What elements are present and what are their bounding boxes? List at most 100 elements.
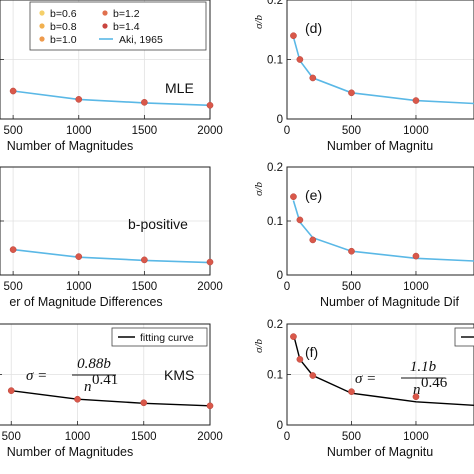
data-point — [140, 399, 148, 407]
x-tick-label: 500 — [2, 431, 21, 443]
formula-exponent: 0.46 — [421, 375, 448, 391]
data-point — [412, 393, 420, 401]
legend-clipped — [454, 327, 474, 347]
y-axis-label: σ/b — [253, 15, 265, 29]
formula-lhs: σ = — [355, 371, 376, 387]
method-label: MLE — [165, 80, 194, 96]
x-tick-label: 1500 — [132, 125, 158, 137]
legend-label: fitting curve — [140, 332, 194, 344]
legend-box — [29, 1, 207, 51]
data-point — [9, 246, 17, 253]
data-point — [290, 193, 297, 201]
formula: σ = 1.1b n 0.46 — [355, 359, 448, 398]
axes-frame — [0, 166, 211, 276]
y-axis-label: σ/b — [253, 339, 265, 353]
y-tick-label: 0 — [277, 420, 283, 432]
method-label: KMS — [164, 367, 194, 383]
x-tick-label: 500 — [342, 125, 361, 137]
legend-label: b=1.0 — [50, 34, 77, 46]
formula-numerator: 0.88b — [77, 356, 111, 372]
x-tick-label: 2000 — [197, 125, 223, 137]
panel-left-top: 500 1000 1500 2000 Number of Magnitudes MLE b=… — [0, 0, 223, 153]
x-tick-label: 500 — [4, 125, 23, 137]
x-tick-label: 1000 — [66, 281, 92, 293]
legend-marker — [39, 10, 45, 16]
x-tick-label: 0 — [284, 281, 290, 293]
axes-frame — [286, 0, 474, 120]
y-tick-label: 0 — [277, 270, 283, 282]
data-point — [75, 96, 83, 103]
panel-f: 0 500 1000 0 0.1 0.2 Number of Magnitu σ/b (f) σ … — [253, 319, 474, 459]
x-tick-label: 1000 — [403, 431, 429, 443]
x-tick-label: 1000 — [403, 125, 429, 137]
aki-curve — [13, 248, 211, 264]
panel-left-middle: 500 1000 1500 2000 er of Magnitude Differenc… — [0, 166, 223, 309]
legend-box — [111, 327, 208, 347]
legend-marker — [39, 36, 45, 42]
data-point — [296, 56, 304, 63]
x-tick-label: 1000 — [66, 125, 92, 137]
legend: fitting curve — [111, 327, 208, 347]
formula-exponent: 0.41 — [92, 372, 118, 388]
x-tick-label: 500 — [342, 281, 361, 293]
data-point — [74, 395, 81, 403]
formula-numerator: 1.1b — [410, 359, 437, 375]
data-point — [290, 32, 297, 40]
y-tick-label: 0.1 — [267, 55, 283, 67]
axes-frame — [286, 323, 474, 426]
data-point — [75, 253, 83, 260]
fitting-curve — [292, 333, 474, 406]
legend-marker — [102, 10, 108, 16]
data-point — [309, 372, 317, 379]
data-point — [141, 98, 148, 106]
x-axis-label: Number of Magnitu — [327, 139, 433, 153]
panel-left-bottom: 500 1000 1500 2000 Number of Magnitudes KMS σ … — [0, 323, 223, 459]
legend-marker — [39, 23, 45, 29]
axes-frame — [0, 0, 211, 120]
x-tick-label: 0 — [284, 125, 290, 137]
x-tick-label: 500 — [4, 281, 23, 293]
x-tick-label: 1000 — [403, 281, 429, 293]
legend-label: Aki, 1965 — [119, 34, 163, 46]
x-axis-label: Number of Magnitudes — [7, 139, 133, 153]
formula: σ = 0.88b n 0.41 — [26, 356, 118, 395]
x-tick-label: 1500 — [132, 281, 158, 293]
data-point — [206, 402, 214, 410]
x-tick-label: 1500 — [131, 431, 157, 443]
x-tick-label: 2000 — [197, 281, 223, 293]
aki-curve — [12, 90, 211, 107]
legend: b=0.6 b=1.2 b=0.8 b=1.4 b=1.0 Aki, 1965 — [29, 1, 207, 51]
panel-e: 0 500 1000 0 0.1 0.2 Number of Magnitude Dif σ/… — [253, 162, 474, 309]
panel-tag: (f) — [305, 344, 318, 360]
y-tick-label: 0.1 — [267, 370, 283, 382]
data-point — [348, 388, 355, 396]
data-point — [296, 216, 304, 224]
y-tick-label: 0.2 — [267, 162, 283, 174]
data-point — [309, 236, 317, 244]
method-label: b-positive — [128, 216, 188, 232]
axes-frame — [0, 323, 211, 426]
data-point — [412, 252, 420, 260]
aki-curve — [292, 36, 474, 105]
aki-curve — [292, 200, 474, 262]
data-point — [412, 97, 420, 104]
x-axis-label: Number of Magnitudes — [7, 445, 133, 459]
panel-d: 0 500 1000 0 0.1 0.2 Number of Magnitu σ/b (d) — [253, 0, 474, 153]
y-tick-label: 0.1 — [267, 216, 283, 228]
data-point — [9, 87, 17, 95]
legend-label: b=0.8 — [50, 21, 77, 33]
x-axis-label: Number of Magnitude Dif — [320, 295, 459, 309]
panel-tag: (d) — [305, 20, 322, 36]
fitting-curve — [11, 390, 211, 407]
y-tick-label: 0.2 — [267, 0, 283, 7]
legend-label: b=1.2 — [113, 8, 140, 20]
y-tick-label: 0 — [277, 114, 283, 126]
axes-frame — [286, 166, 474, 276]
data-point — [290, 333, 297, 340]
data-point — [348, 89, 355, 97]
formula-lhs: σ = — [26, 368, 47, 384]
x-tick-label: 2000 — [197, 431, 223, 443]
y-tick-label: 0.2 — [267, 319, 283, 331]
formula-denominator: n — [84, 379, 92, 395]
